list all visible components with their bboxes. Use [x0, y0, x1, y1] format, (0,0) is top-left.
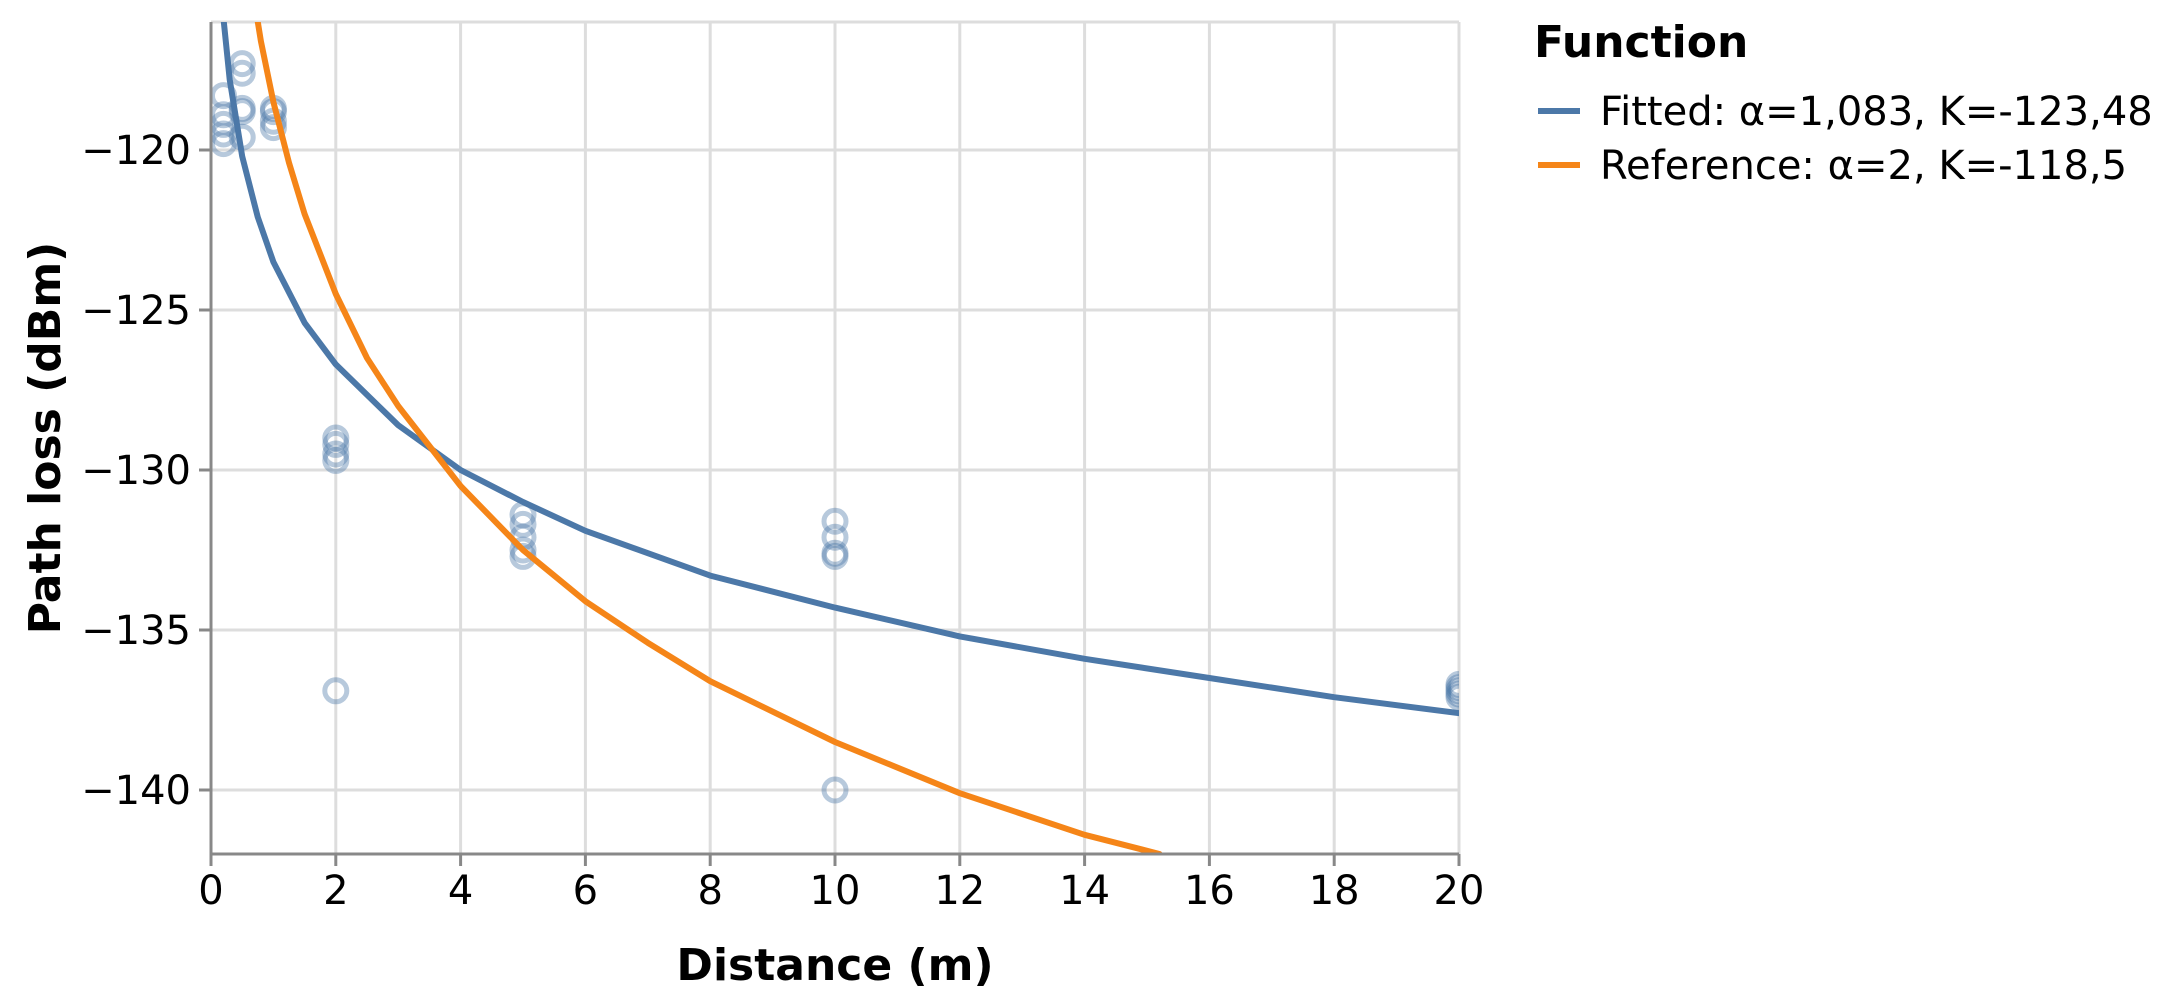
y-tick-label: −120	[81, 128, 191, 174]
data-point	[821, 776, 849, 804]
data-point	[821, 523, 849, 551]
x-tick-label: 8	[697, 868, 722, 914]
x-tick-label: 2	[323, 868, 348, 914]
data-point	[322, 677, 350, 705]
data-point	[1445, 677, 1459, 705]
data-point	[509, 536, 537, 564]
data-point	[228, 50, 256, 78]
x-tick-label: 6	[573, 868, 598, 914]
data-point	[1445, 670, 1459, 698]
y-tick-label: −140	[81, 768, 191, 814]
data-point	[821, 542, 849, 570]
data-point	[322, 446, 350, 474]
legend: Function Fitted: α=1,083, K=-123,48 Refer…	[1534, 17, 2153, 189]
x-tick-label: 14	[1059, 868, 1110, 914]
x-tick-label: 16	[1184, 868, 1235, 914]
data-point	[322, 430, 350, 458]
function-lines	[220, 22, 1459, 854]
x-axis-title: Distance (m)	[676, 940, 993, 991]
data-point	[821, 507, 849, 535]
data-point	[1445, 674, 1459, 702]
legend-title: Function	[1534, 17, 1748, 68]
data-point	[322, 440, 350, 468]
data-point	[509, 510, 537, 538]
series-line	[254, 22, 1163, 854]
data-point	[1445, 680, 1459, 708]
x-tick-label: 12	[934, 868, 985, 914]
series-line	[220, 22, 1459, 717]
data-point	[821, 539, 849, 567]
y-axis-title: Path loss (dBm)	[20, 242, 71, 635]
y-tick-label: −130	[81, 448, 191, 494]
legend-label: Fitted: α=1,083, K=-123,48	[1600, 89, 2153, 135]
data-point	[322, 424, 350, 452]
measurement-points	[211, 50, 1459, 804]
x-tick-label: 0	[198, 868, 223, 914]
axes: 0 2 4 6 8 10 12 14 16 18 20 −120 −125 −130 −135 −140	[81, 22, 1484, 914]
x-tick-label: 10	[810, 868, 861, 914]
data-point	[1445, 683, 1459, 711]
legend-label: Reference: α=2, K=-118,5	[1600, 143, 2127, 189]
data-point	[259, 114, 287, 142]
x-tick-label: 4	[448, 868, 473, 914]
data-point	[228, 98, 256, 126]
y-tick-label: −135	[81, 608, 191, 654]
x-tick-label: 20	[1434, 868, 1485, 914]
legend-entries: Fitted: α=1,083, K=-123,48 Reference: α=2…	[1538, 89, 2153, 189]
grid	[209, 20, 1461, 854]
data-point	[228, 94, 256, 122]
y-tick-label: −125	[81, 288, 191, 334]
x-tick-label: 18	[1309, 868, 1360, 914]
